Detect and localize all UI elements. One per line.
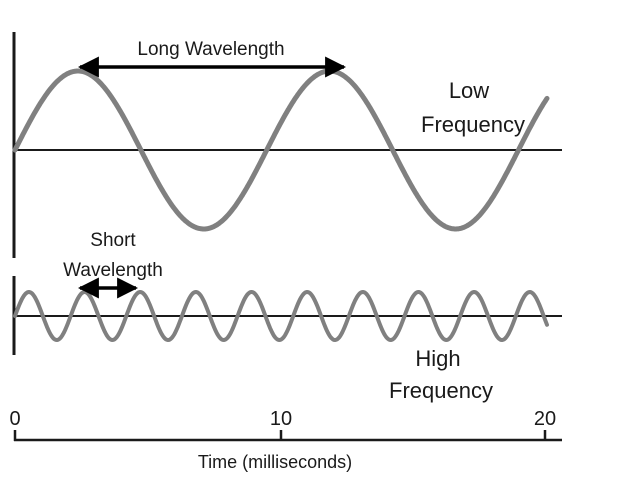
- time-axis-tick-label-20: 20: [534, 408, 556, 430]
- high-frequency-label-line2: Frequency: [389, 378, 493, 403]
- long-wavelength-label: Long Wavelength: [137, 39, 284, 60]
- high-frequency-panel: Short Wavelength High Frequency: [12, 230, 562, 403]
- high-frequency-wave: [13, 290, 549, 342]
- time-axis-tick-label-0: 0: [9, 408, 20, 430]
- short-wavelength-label-line1: Short: [90, 230, 136, 251]
- low-frequency-label-line1: Low: [449, 78, 489, 103]
- time-axis: 0 10 20 Time (milliseconds): [9, 408, 562, 472]
- time-axis-title: Time (milliseconds): [198, 452, 352, 472]
- low-frequency-panel: Long Wavelength Low Frequency: [12, 32, 562, 258]
- high-frequency-label-line1: High: [415, 346, 460, 371]
- short-wavelength-label-line2: Wavelength: [63, 260, 163, 281]
- low-frequency-label-line2: Frequency: [421, 112, 525, 137]
- time-axis-tick-label-10: 10: [270, 408, 292, 430]
- low-frequency-wave: [12, 68, 550, 232]
